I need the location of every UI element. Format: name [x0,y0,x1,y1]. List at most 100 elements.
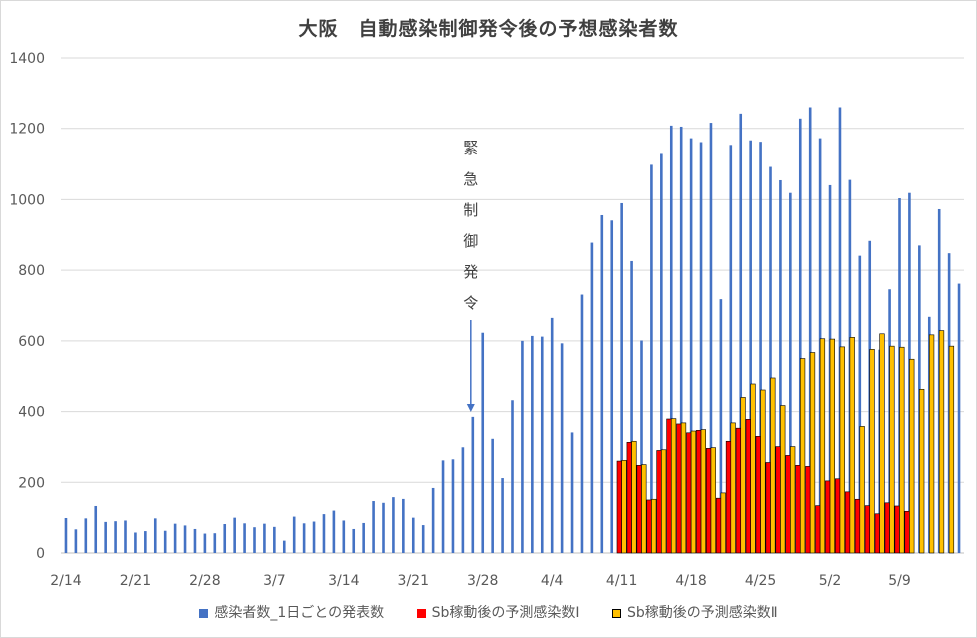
bar-reported [382,502,385,553]
x-tick-label: 2/14 [50,573,82,589]
bar-reported [461,447,465,553]
chart-title: 大阪 自動感染制御発令後の予想感染者数 [298,18,679,40]
bar-forecast-1 [894,505,900,554]
bar-forecast-2 [740,397,746,554]
bar-reported [858,255,862,553]
bar-forecast-2 [829,338,835,554]
bar-reported [134,532,137,553]
bar-reported [124,520,127,553]
bar-reported [104,521,107,553]
x-tick-label: 4/25 [745,573,776,589]
bar-reported [431,487,435,553]
bar-forecast-2 [859,426,865,554]
bar-reported [580,294,584,553]
bar-forecast-1 [715,497,722,554]
bar-reported [481,332,485,553]
bar-reported [729,145,733,553]
y-tick-label: 1000 [9,192,45,208]
bar-forecast-2 [809,352,816,554]
bar-reported [392,497,395,553]
x-tick-label: 4/4 [541,573,564,589]
bar-reported [560,343,564,553]
bar-forecast-1 [646,499,652,554]
annotation-char: 発 [463,263,478,281]
x-tick-label: 2/28 [189,573,220,589]
bar-reported [183,525,187,553]
bar-forecast-1 [874,513,880,554]
bar-forecast-1 [775,446,781,554]
bar-reported [521,340,524,553]
bar-forecast-2 [770,377,776,554]
bar-reported [402,498,405,553]
bar-reported [471,416,475,553]
bar-reported [739,113,743,553]
bar-reported [531,335,534,553]
y-tick-label: 0 [36,546,45,562]
x-tick-label: 2/21 [120,573,151,589]
bar-forecast-1 [686,432,692,554]
y-axis-ticks: 0 200 400 600 800 1000 1200 1400 [9,51,45,562]
bar-forecast-1 [745,419,751,554]
bar-reported [838,107,842,553]
bar-reported [203,533,207,553]
bar-reported [610,220,614,553]
bar-reported [808,107,812,553]
bar-reported [282,540,286,553]
bar-forecast-2 [710,447,716,554]
bar-reported [550,317,554,553]
y-tick-label: 1200 [9,122,45,138]
bar-forecast-1 [696,430,702,554]
bar-reported [64,517,68,553]
bar-forecast-2 [760,389,766,554]
bar-reported [719,299,723,553]
bar-forecast-2 [700,429,706,554]
x-tick-label: 3/28 [467,573,498,589]
legend: 感染者数_1日ごとの発表数 Sb稼動後の予測感染数Ⅰ Sb稼動後の予測感染数Ⅱ [0,602,977,622]
y-tick-label: 400 [18,405,45,421]
y-tick-label: 1400 [9,51,45,67]
x-tick-label: 3/21 [398,573,429,589]
bar-forecast-1 [805,466,811,554]
bar-reported [263,523,266,553]
bar-forecast-2 [690,430,697,554]
annotation-char: 令 [463,294,478,312]
bar-reported [114,521,117,553]
bar-reported [352,528,356,553]
bar-forecast-2 [621,460,627,554]
bar-forecast-1 [834,478,841,554]
bar-reported [630,260,633,553]
bar-forecast-2 [641,464,647,554]
bar-forecast-1 [795,465,801,554]
y-tick-label: 200 [18,475,45,491]
bar-forecast-1 [904,510,910,554]
legend-item-forecast-1: Sb稼動後の予測感染数Ⅰ [416,602,580,622]
bar-forecast-2 [750,383,756,554]
bar-reported [312,521,316,553]
bar-forecast-1 [785,455,791,554]
bar-forecast-2 [631,440,637,554]
chart-plot: 0 200 400 600 800 1000 1200 1400 2/14 2/21 2/28 3/… [9,51,964,589]
bar-reported [163,530,167,553]
legend-label-forecast-1: Sb稼動後の予測感染数Ⅰ [431,605,580,621]
bar-reported [302,523,306,553]
bar-forecast-2 [919,388,925,554]
bar-reported [74,529,78,553]
bar-reported [223,524,227,553]
series-forecast-2 [621,330,955,554]
bar-reported [590,242,594,554]
bar-forecast-1 [854,498,861,554]
bar-forecast-2 [790,446,796,554]
bar-reported [650,164,653,554]
bar-forecast-2 [869,349,875,554]
bar-reported [84,518,88,553]
bar-reported [253,527,256,553]
bar-forecast-1 [616,460,622,554]
bar-forecast-1 [676,423,682,554]
bar-reported [669,125,673,553]
bar-reported [372,501,375,553]
bar-forecast-1 [666,418,672,554]
bar-reported [540,336,544,553]
bar-forecast-1 [705,448,712,554]
bar-reported [362,522,365,553]
bar-reported [501,478,504,553]
